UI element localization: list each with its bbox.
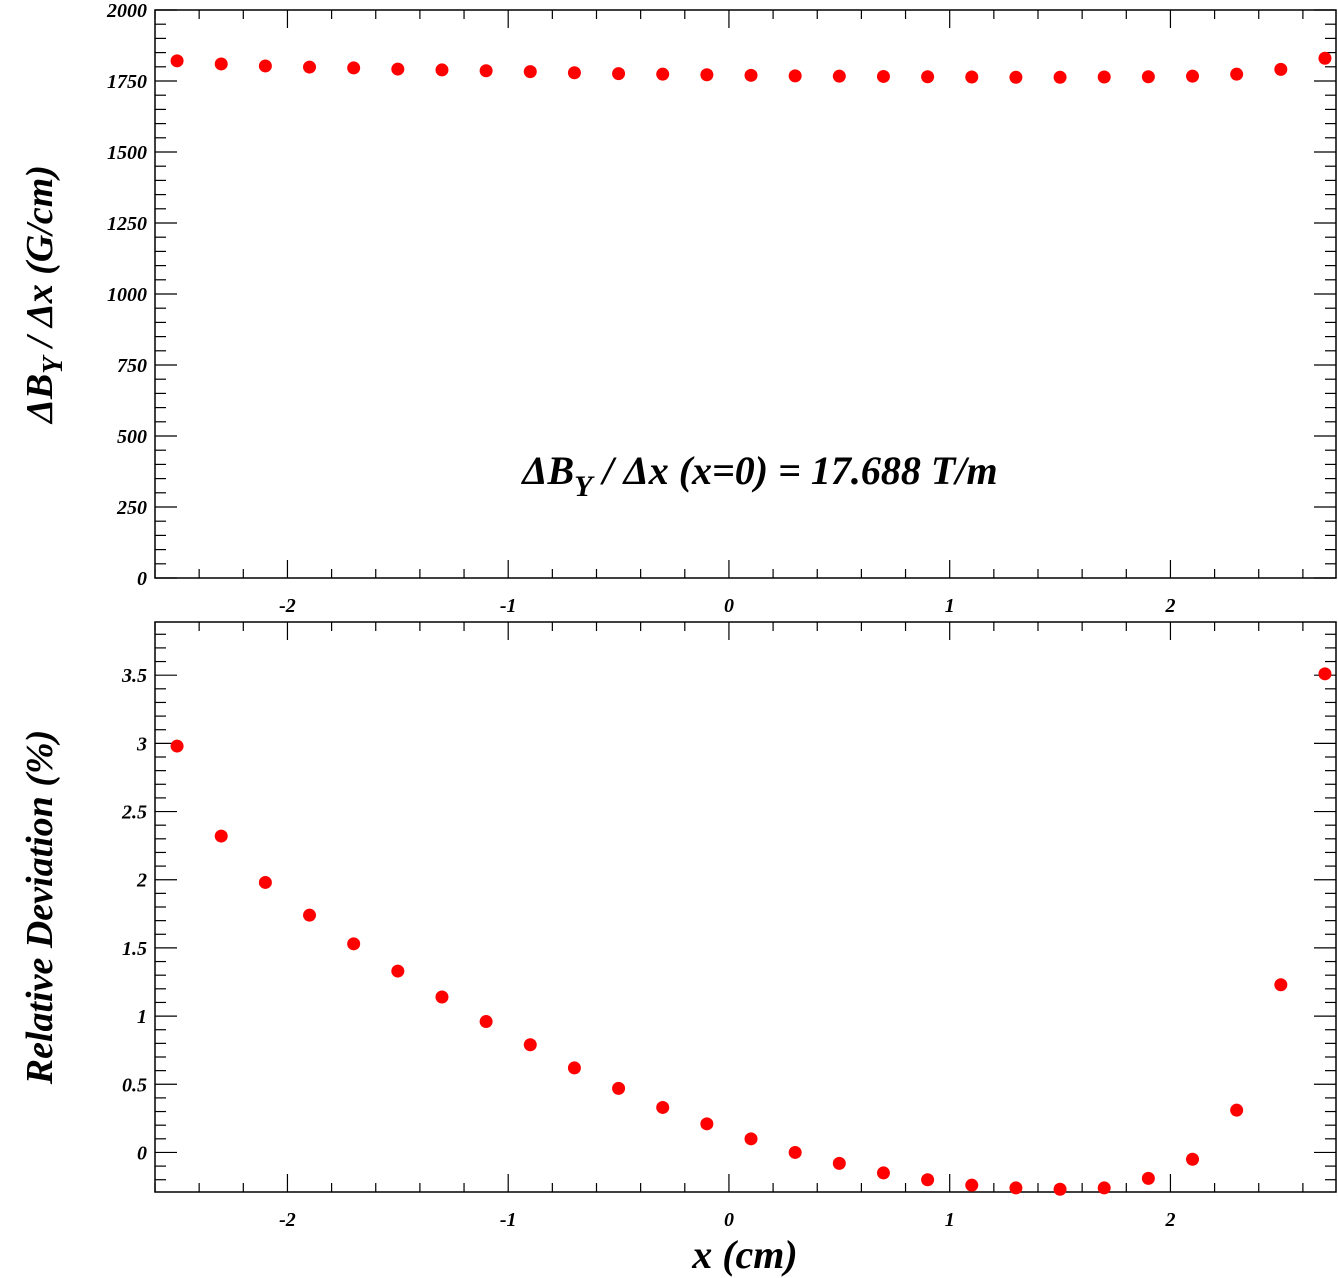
x-tick-label: 0 bbox=[724, 1209, 734, 1231]
annotation-main: ΔB bbox=[520, 448, 574, 493]
x-tick-label: 2 bbox=[1164, 595, 1175, 617]
data-point bbox=[1318, 667, 1332, 681]
data-point bbox=[435, 63, 449, 77]
x-tick-label: 1 bbox=[945, 1209, 955, 1231]
data-point bbox=[612, 67, 626, 81]
x-tick-label: -2 bbox=[279, 1209, 296, 1231]
data-point bbox=[435, 990, 449, 1004]
data-point bbox=[258, 59, 272, 73]
y-axis-label-tail: / Δx (G/cm) bbox=[19, 165, 61, 357]
data-point bbox=[1009, 1181, 1023, 1195]
data-point bbox=[832, 1156, 846, 1170]
data-point bbox=[523, 1038, 537, 1052]
data-point bbox=[303, 60, 317, 74]
data-point bbox=[1009, 70, 1023, 84]
data-point bbox=[1053, 1182, 1067, 1196]
x-tick-label: -1 bbox=[500, 1209, 517, 1231]
bottom-panel: -2 -1 0 1 2 0 0.5 1 1.5 2 2.5 3 3.5 Relative Deviatio… bbox=[19, 621, 1337, 1277]
data-point bbox=[567, 1061, 581, 1075]
data-point bbox=[1141, 1171, 1155, 1185]
data-point bbox=[656, 67, 670, 81]
data-point bbox=[479, 64, 493, 78]
data-point bbox=[170, 54, 184, 68]
data-point bbox=[391, 62, 405, 76]
data-point bbox=[1141, 70, 1155, 84]
y-tick-label: 0.5 bbox=[122, 1074, 147, 1096]
top-panel: -2 -1 0 1 2025050075010001250150017502000ΔBY… bbox=[19, 0, 1337, 617]
x-tick-label: -1 bbox=[500, 595, 517, 617]
y-tick-label: 1000 bbox=[107, 284, 147, 306]
y-tick-label: 250 bbox=[116, 497, 147, 519]
data-point bbox=[347, 937, 361, 951]
data-point bbox=[479, 1015, 493, 1029]
annotation: ΔBY / Δx (x=0) = 17.688 T/m bbox=[520, 448, 997, 503]
annotation-tail: / Δx (x=0) = 17.688 T/m bbox=[593, 448, 998, 493]
data-point bbox=[656, 1100, 670, 1114]
data-point bbox=[876, 1166, 890, 1180]
y-tick-label: 1 bbox=[137, 1006, 147, 1028]
y-tick-label: 1.5 bbox=[122, 938, 147, 960]
data-point bbox=[303, 908, 317, 922]
y-axis-label: Relative Deviation (%) bbox=[19, 730, 61, 1086]
data-point bbox=[788, 1145, 802, 1159]
y-tick-label: 0 bbox=[137, 1142, 147, 1164]
data-point bbox=[700, 1117, 714, 1131]
data-point bbox=[1274, 62, 1288, 76]
data-point bbox=[1274, 978, 1288, 992]
x-tick-label: 2 bbox=[1164, 1209, 1175, 1231]
data-point bbox=[347, 61, 361, 75]
data-point bbox=[965, 70, 979, 84]
data-point bbox=[612, 1081, 626, 1095]
data-point bbox=[744, 1132, 758, 1146]
y-tick-label: 1250 bbox=[107, 213, 147, 235]
y-tick-label: 2.5 bbox=[121, 802, 147, 824]
y-axis-label-main: ΔB bbox=[19, 374, 61, 425]
data-point bbox=[744, 68, 758, 82]
data-point bbox=[1318, 51, 1332, 65]
y-axis-label: ΔBY / Δx (G/cm) bbox=[19, 165, 69, 425]
data-point bbox=[832, 69, 846, 83]
x-axis-label: x (cm) bbox=[691, 1232, 798, 1277]
y-axis-label-sub: Y bbox=[38, 354, 69, 374]
data-point bbox=[921, 70, 935, 84]
y-tick-label: 750 bbox=[117, 355, 147, 377]
data-point bbox=[921, 1173, 935, 1187]
y-tick-label: 1500 bbox=[107, 142, 147, 164]
x-tick-label: 0 bbox=[724, 595, 734, 617]
y-tick-label: 500 bbox=[117, 426, 147, 448]
data-point bbox=[170, 739, 184, 753]
data-point bbox=[1186, 1152, 1200, 1166]
y-tick-label: 3.5 bbox=[121, 665, 147, 687]
data-point bbox=[1230, 1103, 1244, 1117]
data-point bbox=[391, 964, 405, 978]
data-point bbox=[258, 875, 272, 889]
y-tick-label: 0 bbox=[137, 568, 147, 590]
data-point bbox=[567, 66, 581, 80]
data-point bbox=[214, 829, 228, 843]
data-point bbox=[965, 1178, 979, 1192]
y-tick-label: 3 bbox=[136, 733, 147, 755]
data-point bbox=[788, 69, 802, 83]
data-point bbox=[214, 57, 228, 71]
data-point bbox=[1186, 69, 1200, 83]
annotation-sub: Y bbox=[574, 470, 595, 503]
x-tick-label: 1 bbox=[945, 595, 955, 617]
plot-frame bbox=[154, 621, 1337, 1193]
data-point bbox=[876, 69, 890, 83]
data-point bbox=[1097, 1181, 1111, 1195]
y-tick-label: 2000 bbox=[106, 0, 147, 22]
data-point bbox=[1230, 67, 1244, 81]
data-point bbox=[1053, 70, 1067, 84]
y-tick-label: 1750 bbox=[107, 71, 147, 93]
data-point bbox=[700, 68, 714, 82]
data-point bbox=[523, 65, 537, 79]
data-point bbox=[1097, 70, 1111, 84]
x-tick-label: -2 bbox=[279, 595, 296, 617]
y-tick-label: 2 bbox=[136, 870, 147, 892]
